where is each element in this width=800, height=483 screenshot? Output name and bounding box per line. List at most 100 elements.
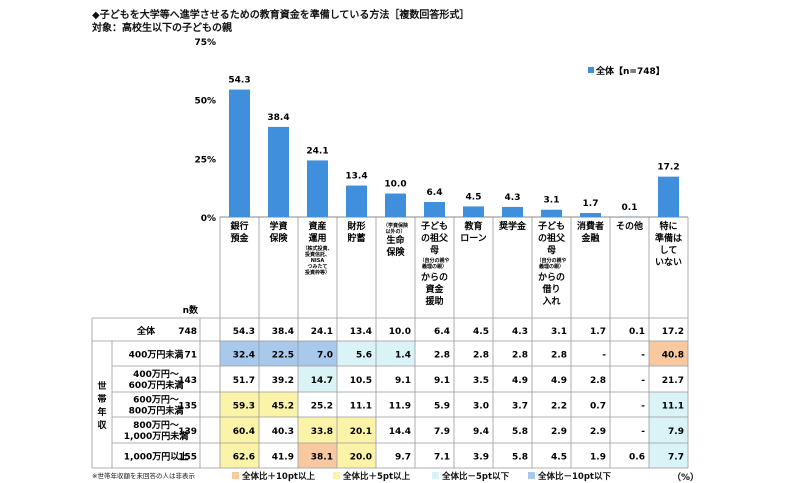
category-label: 資産 (308, 220, 326, 232)
cell-highlight (649, 392, 688, 417)
category-label: 母 (547, 245, 556, 256)
legend-label-lo10: 全体比－10pt以下 (538, 472, 611, 482)
table-cell: 2.9 (551, 427, 567, 437)
bar (658, 176, 679, 217)
category-label: 教育 (463, 220, 482, 232)
legend-label: 全体【n=748】 (595, 65, 665, 77)
row-label-total: 全体 (136, 325, 156, 337)
cell-highlight (649, 341, 688, 366)
category-label: 金融 (580, 232, 599, 244)
table-cell: 7.0 (317, 351, 333, 361)
table-cell: 14.4 (389, 427, 411, 437)
bar-value-label: 3.1 (544, 196, 560, 206)
bar (268, 126, 289, 217)
table-cell: 40.8 (662, 351, 684, 361)
row-label: 600万円～ (133, 395, 179, 406)
category-note: （自分の親や (536, 257, 566, 264)
n-header: n数 (183, 304, 199, 316)
bar-value-label: 4.5 (466, 192, 482, 202)
cell-highlight (337, 417, 376, 443)
row-label: 1,000万円未満 (124, 430, 188, 442)
category-label: の祖父 (538, 232, 566, 244)
category-label: して (660, 245, 678, 256)
category-label: 特に (659, 220, 677, 232)
table-cell: 1.9 (590, 453, 606, 463)
legend-label-lo5: 全体比－5pt以下 (442, 472, 510, 482)
table-cell: 0.1 (629, 327, 645, 337)
table-cell: 0.6 (629, 453, 645, 463)
table-cell: 40.3 (272, 427, 294, 437)
table-cell: 4.9 (512, 376, 528, 386)
group-label-char: 世 (97, 380, 106, 392)
table-cell: 24.1 (311, 327, 333, 337)
category-note: 義理の親） (539, 263, 564, 270)
table-cell: 39.2 (272, 376, 294, 386)
group-label-char: 収 (97, 419, 107, 431)
category-note: 義理の親） (422, 263, 447, 270)
table-cell: - (602, 351, 606, 361)
cell-highlight (298, 443, 337, 468)
table-cell: 7.7 (668, 453, 684, 463)
bar (346, 185, 367, 217)
n-value: 155 (178, 453, 197, 463)
table-cell: 20.1 (350, 427, 372, 437)
table-cell: 2.2 (551, 402, 567, 412)
bar (424, 201, 445, 217)
cell-highlight (649, 443, 688, 468)
category-note: 投資枠等） (305, 269, 330, 276)
cell-highlight (220, 392, 259, 417)
category-label: 預金 (230, 232, 249, 244)
table-cell: 11.9 (389, 402, 411, 412)
row-label: 800万円未満 (129, 405, 184, 417)
table-cell: 10.5 (350, 376, 372, 386)
table-cell: 38.1 (311, 453, 333, 463)
category-note: 投資信託、 (305, 251, 330, 258)
table-cell: 5.9 (434, 402, 450, 412)
table-cell: - (641, 402, 645, 412)
table-cell: 10.0 (389, 327, 411, 337)
chart-title: ◆子どもを大学等へ進学させるための教育資金を準備している方法［複数回答形式］ (92, 10, 470, 21)
table-cell: 6.4 (434, 327, 450, 337)
bar (502, 206, 523, 217)
category-label: 財形 (346, 220, 365, 232)
legend-swatch-lo5 (432, 472, 439, 479)
table-cell: 59.3 (233, 402, 255, 412)
legend-label-hi5: 全体比＋5pt以上 (343, 472, 411, 482)
table-cell: 3.9 (473, 453, 489, 463)
table-cell: 41.9 (272, 453, 294, 463)
category-note: NISA (311, 258, 325, 264)
category-label: の祖父 (421, 232, 449, 244)
table-cell: 2.8 (434, 351, 450, 361)
category-label: その他 (616, 220, 643, 232)
category-note: （学資保険 (383, 222, 409, 229)
table-cell: 0.7 (590, 402, 606, 412)
table-cell: 2.8 (590, 376, 606, 386)
category-label: 入れ (541, 296, 560, 307)
unit-label: （%） (672, 473, 700, 483)
category-label: ローン (460, 233, 487, 244)
table-cell: 1.4 (395, 351, 411, 361)
n-value: 748 (178, 327, 197, 337)
cell-highlight (298, 417, 337, 443)
bar-value-label: 6.4 (427, 188, 443, 198)
cell-highlight (337, 443, 376, 468)
row-label: 400万円未満 (129, 349, 184, 361)
category-label: 生命 (386, 234, 405, 246)
table-cell: 54.3 (233, 327, 255, 337)
bar (580, 213, 601, 217)
bar (385, 193, 406, 217)
y-tick-label: 50% (194, 97, 216, 107)
bar (307, 160, 328, 217)
bar (463, 206, 484, 217)
table-cell: 4.5 (551, 453, 567, 463)
category-label: 銀行 (230, 220, 248, 232)
table-cell: 1.7 (590, 327, 606, 337)
table-cell: 9.7 (395, 453, 411, 463)
table-cell: 20.0 (350, 453, 372, 463)
category-label: 奨学金 (498, 220, 527, 232)
bar (229, 89, 250, 217)
n-value: 139 (178, 427, 197, 437)
category-label: 借り (541, 283, 560, 295)
